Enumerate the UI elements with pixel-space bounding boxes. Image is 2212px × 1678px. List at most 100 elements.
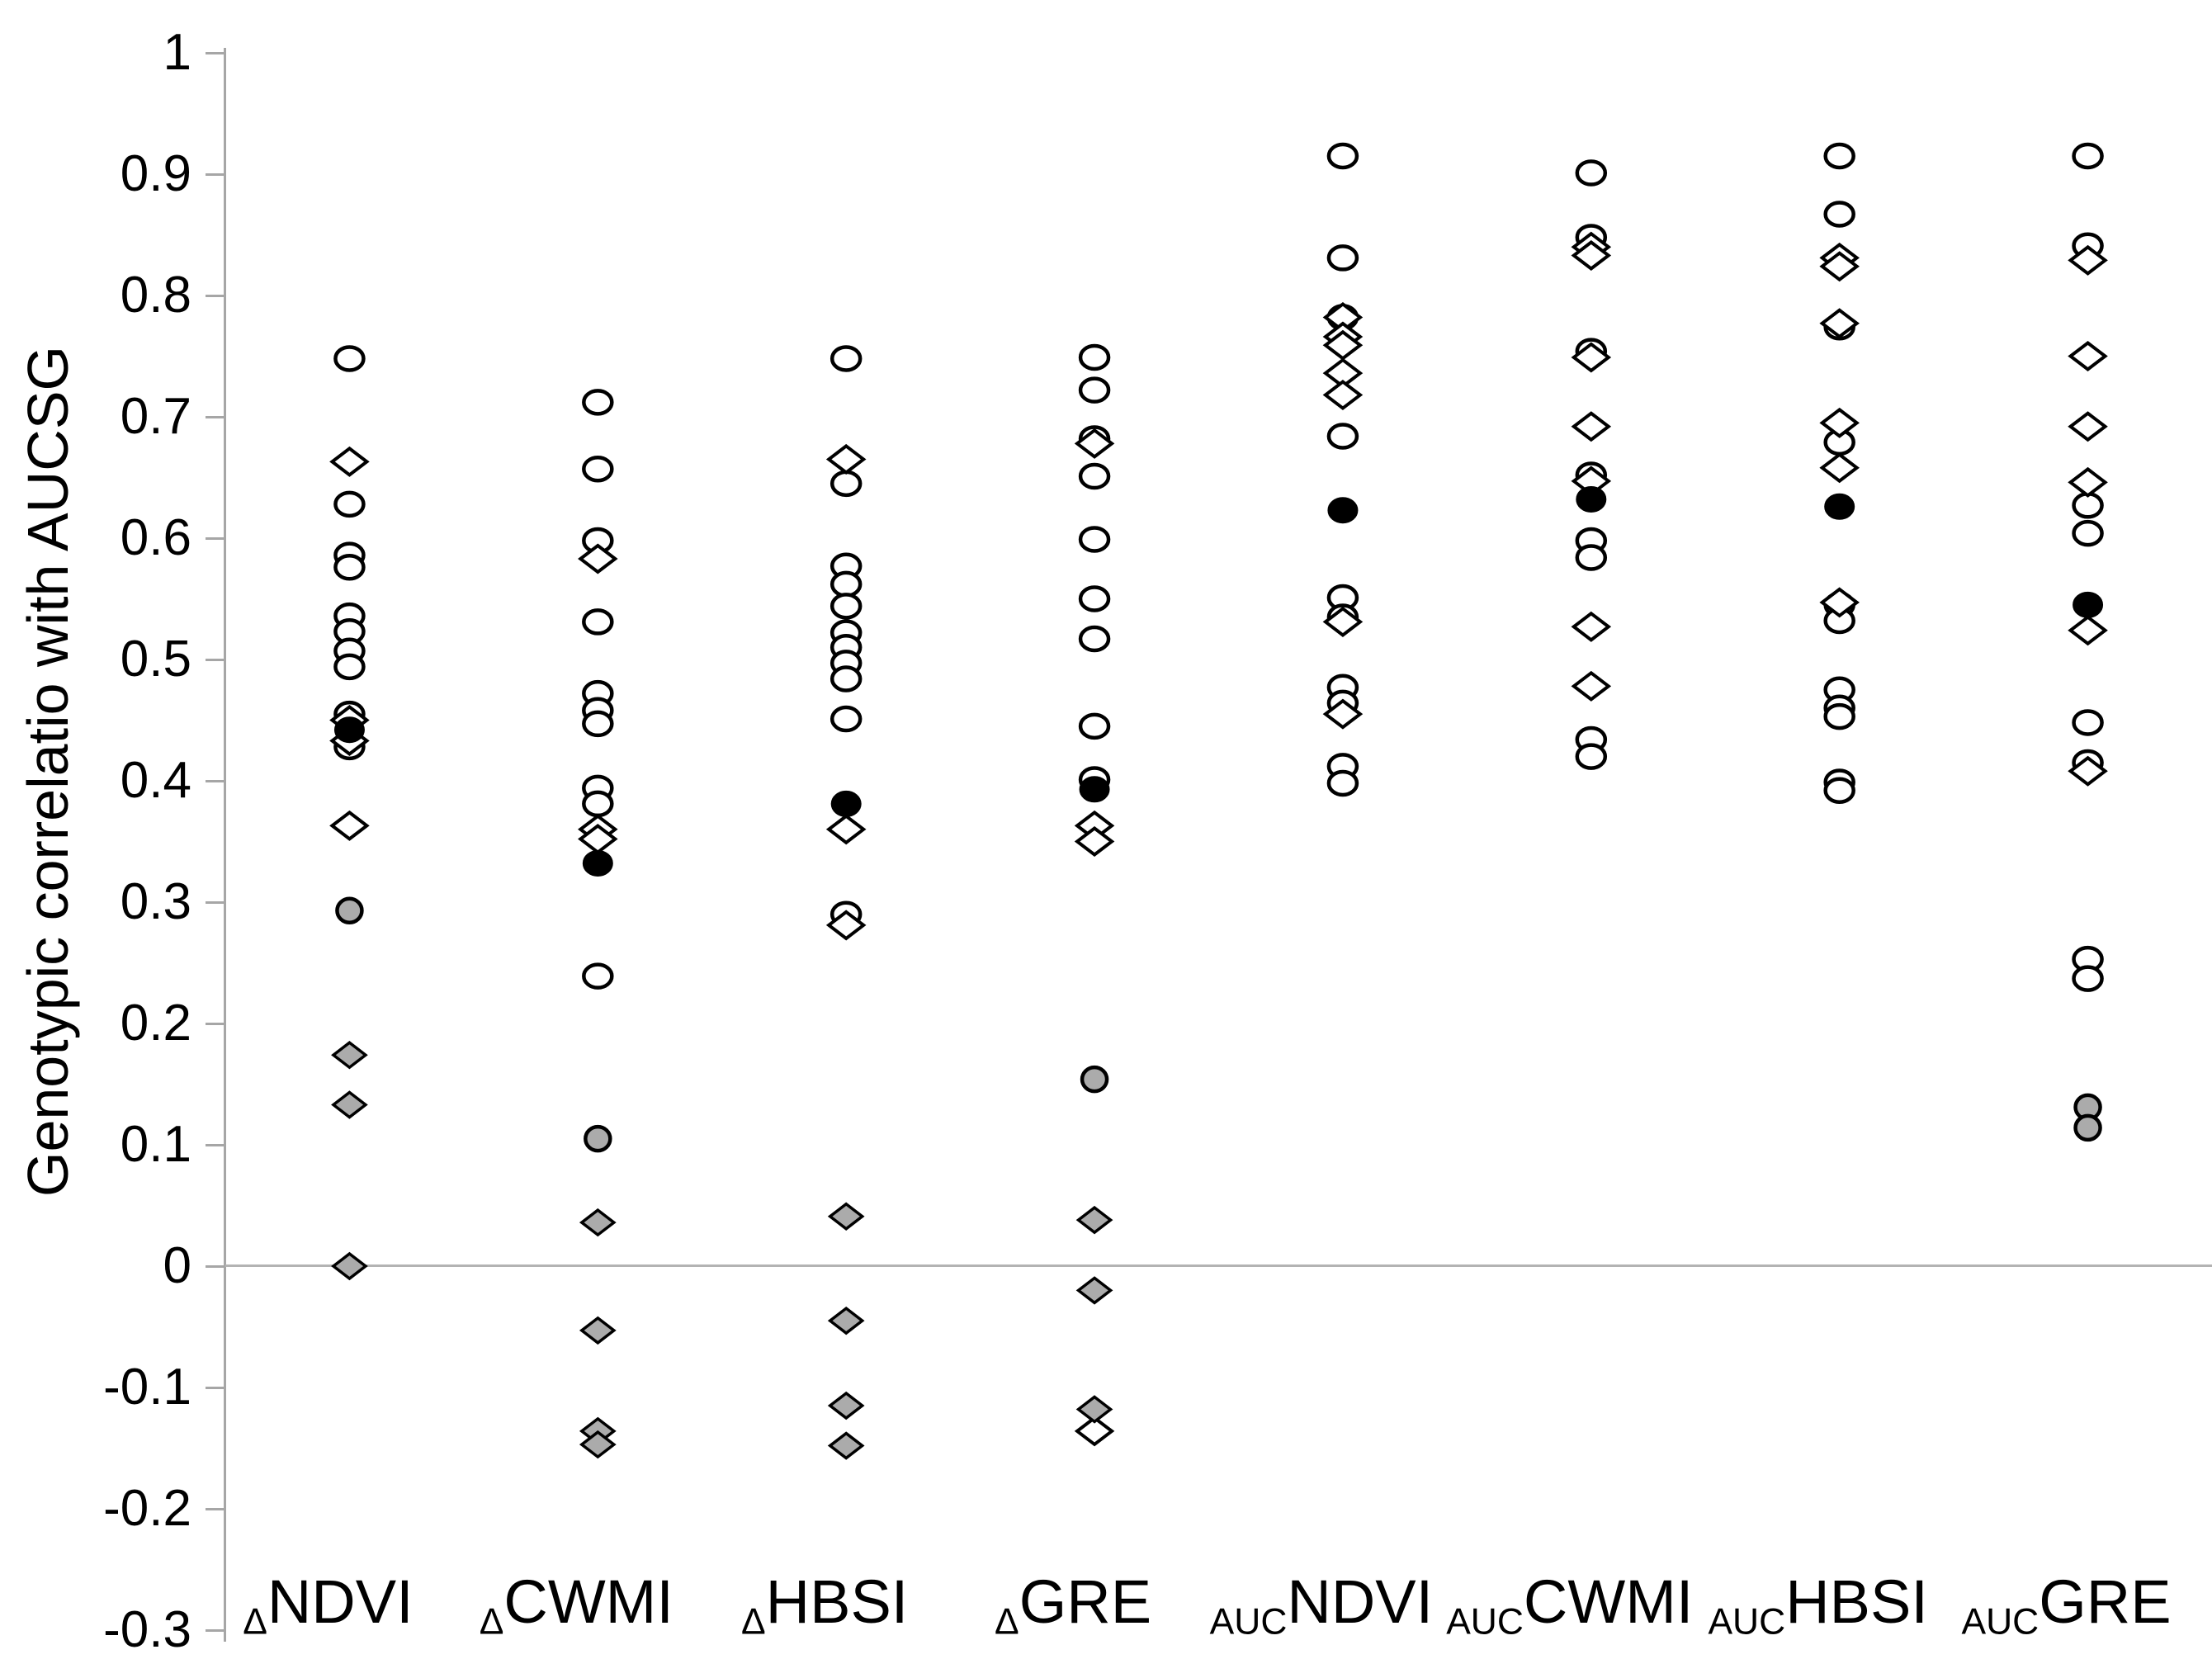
data-point-marker-gray-diamond (827, 1431, 865, 1460)
data-point-marker-open-diamond (1571, 411, 1612, 442)
data-point-marker-open-circle (830, 570, 863, 598)
data-point-marker-gray-diamond (579, 1316, 617, 1345)
y-tick-mark (206, 658, 225, 661)
data-point-marker-open-diamond (1074, 825, 1115, 858)
data-point-marker-black-circle (830, 790, 862, 817)
data-point-marker-open-diamond (2068, 615, 2108, 646)
x-category-label: AUCNDVI (1156, 1567, 1486, 1643)
data-point-marker-open-circle (2072, 965, 2104, 992)
y-tick-label: 0.7 (120, 388, 191, 445)
x-category-label: AUCHBSI (1653, 1567, 1983, 1643)
data-point-marker-open-diamond (1322, 380, 1364, 411)
x-category-name: GRE (2039, 1567, 2172, 1636)
zero-gridline (225, 1264, 2212, 1267)
y-tick-label: 0.3 (120, 873, 191, 930)
y-tick-mark (206, 415, 225, 418)
data-point-marker-open-circle (333, 345, 366, 372)
x-category-prefix: Δ (479, 1601, 504, 1643)
x-category-prefix: Δ (243, 1601, 267, 1643)
data-point-marker-open-circle (1326, 142, 1359, 170)
x-category-prefix: AUC (1708, 1601, 1786, 1643)
data-point-marker-open-diamond (1819, 308, 1860, 339)
y-tick-label: 0.6 (120, 509, 191, 566)
y-tick-label: 0.2 (120, 995, 191, 1052)
y-tick-mark (206, 536, 225, 540)
data-point-marker-open-diamond (825, 910, 867, 941)
x-category-prefix: AUC (1209, 1601, 1288, 1643)
data-point-marker-gray-diamond (331, 1251, 368, 1281)
data-point-marker-open-circle (1078, 526, 1111, 553)
data-point-marker-open-circle (830, 705, 863, 733)
x-category-name: GRE (1019, 1567, 1152, 1636)
data-point-marker-open-diamond (1322, 606, 1364, 637)
data-point-marker-open-diamond (1571, 611, 1612, 642)
x-category-name: NDVI (1287, 1567, 1434, 1636)
data-point-marker-open-diamond (2068, 755, 2108, 787)
data-point-marker-open-diamond (2068, 411, 2108, 442)
y-tick-mark (206, 294, 225, 297)
data-point-marker-open-diamond (578, 543, 618, 574)
data-point-marker-black-circle (1327, 497, 1359, 524)
data-point-marker-open-diamond (1322, 698, 1364, 730)
x-category-name: HBSI (765, 1567, 909, 1636)
data-point-marker-open-diamond (1819, 251, 1860, 282)
data-point-marker-open-circle (582, 710, 614, 738)
y-tick-label: 0.5 (120, 631, 191, 688)
data-point-marker-open-diamond (1819, 587, 1860, 618)
data-point-marker-open-circle (582, 608, 614, 636)
x-category-label: AUCGRE (1902, 1567, 2212, 1643)
data-point-marker-open-diamond (329, 810, 370, 841)
y-tick-mark (206, 1143, 225, 1146)
data-point-marker-open-diamond (1074, 428, 1115, 459)
data-point-marker-open-circle (830, 470, 863, 498)
data-point-marker-open-diamond (1074, 1416, 1115, 1447)
data-point-marker-open-circle (2072, 519, 2104, 547)
data-point-marker-gray-diamond (1075, 1395, 1113, 1424)
data-point-marker-gray-circle (584, 1124, 612, 1153)
y-tick-label: 0 (163, 1237, 191, 1294)
data-point-marker-open-circle (582, 389, 614, 416)
data-point-marker-open-circle (1575, 159, 1608, 187)
y-tick-label: -0.1 (103, 1359, 191, 1416)
data-point-marker-gray-diamond (579, 1208, 617, 1237)
data-point-marker-open-circle (830, 345, 863, 372)
data-point-marker-black-circle (333, 716, 365, 744)
data-point-marker-gray-diamond (579, 1430, 617, 1459)
data-point-marker-open-circle (1078, 376, 1111, 404)
data-point-marker-open-diamond (1819, 407, 1860, 438)
data-point-marker-open-circle (1326, 423, 1359, 450)
x-category-name: HBSI (1785, 1567, 1928, 1636)
data-point-marker-open-circle (1326, 769, 1359, 797)
data-point-marker-gray-circle (1080, 1065, 1109, 1094)
data-point-marker-gray-diamond (827, 1202, 865, 1231)
y-tick-mark (206, 51, 225, 54)
data-point-marker-open-diamond (1571, 670, 1612, 702)
data-point-marker-gray-circle (335, 896, 364, 925)
data-point-marker-open-diamond (2068, 340, 2108, 372)
data-point-marker-open-circle (2072, 709, 2104, 736)
data-point-marker-open-circle (1078, 712, 1111, 740)
x-category-name: CWMI (1523, 1567, 1694, 1636)
x-category-prefix: AUC (1961, 1601, 2039, 1643)
data-point-marker-open-circle (1078, 343, 1111, 371)
data-point-marker-open-circle (1575, 544, 1608, 571)
x-category-prefix: Δ (741, 1601, 766, 1643)
data-point-marker-open-circle (830, 593, 863, 620)
x-category-label: AUCCWMI (1405, 1567, 1735, 1643)
x-category-prefix: Δ (995, 1601, 1019, 1643)
y-tick-label: 0.9 (120, 145, 191, 202)
data-point-marker-black-circle (1576, 485, 1607, 513)
data-point-marker-gray-diamond (827, 1306, 865, 1335)
data-point-marker-open-circle (1823, 142, 1855, 170)
data-point-marker-gray-diamond (331, 1090, 368, 1119)
data-point-marker-open-diamond (825, 814, 867, 845)
y-tick-mark (206, 1022, 225, 1025)
y-tick-mark (206, 173, 225, 176)
data-point-marker-open-circle (1823, 702, 1855, 730)
data-point-marker-open-diamond (1571, 239, 1612, 272)
data-point-marker-open-circle (830, 665, 863, 692)
y-axis-line (224, 48, 226, 1642)
y-tick-label: -0.3 (103, 1601, 191, 1658)
